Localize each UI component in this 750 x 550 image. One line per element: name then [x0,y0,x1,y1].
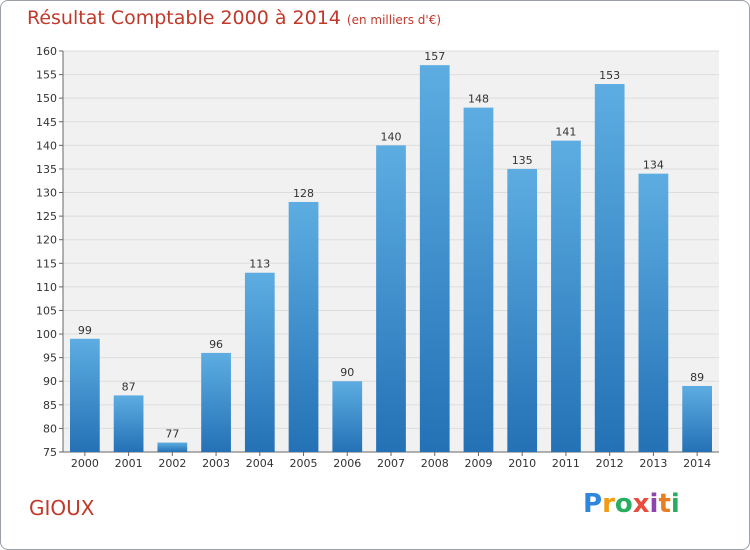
y-tick-label: 85 [43,399,57,412]
chart-subtitle: (en milliers d'€) [346,13,442,27]
x-tick-label: 2007 [377,457,405,470]
bar [682,385,713,452]
bar-value-label: 90 [340,366,354,379]
bar [332,381,363,452]
logo-letter: o [614,489,633,519]
bar-value-label: 140 [381,130,402,143]
bar-value-label: 89 [690,371,704,384]
x-tick-label: 2005 [290,457,318,470]
y-tick-label: 100 [36,328,57,341]
y-tick-label: 145 [36,116,57,129]
bar [376,145,406,452]
bar-value-label: 135 [512,154,533,167]
x-tick-label: 2014 [683,457,711,470]
bar-value-label: 157 [424,50,445,63]
bar [201,352,231,452]
logo-letter: P [583,489,603,519]
y-tick-label: 105 [36,304,57,317]
x-tick-label: 2011 [552,457,580,470]
bar-value-label: 153 [599,69,620,82]
logo-letter: r [602,489,615,519]
x-tick-label: 2013 [639,457,667,470]
bar-value-label: 141 [555,126,576,139]
bar [463,107,494,453]
x-tick-label: 2008 [421,457,449,470]
bar-value-label: 96 [209,338,223,351]
x-tick-label: 2012 [596,457,624,470]
bar [113,395,144,452]
y-tick-label: 155 [36,69,57,82]
bar [69,338,100,452]
x-tick-label: 2006 [333,457,361,470]
y-tick-label: 130 [36,187,57,200]
y-tick-label: 110 [36,281,57,294]
bar-value-label: 134 [643,159,664,172]
logo-letter: i [649,489,659,519]
proxiti-logo: Proxiti [583,489,680,519]
y-tick-label: 160 [36,45,57,58]
y-tick-label: 115 [36,257,57,270]
place-name: GIOUX [29,496,95,520]
bar [288,201,319,452]
x-tick-label: 2010 [508,457,536,470]
bar [244,272,275,452]
logo-letter: i [670,489,680,519]
x-tick-label: 2002 [158,457,186,470]
bar [419,65,450,452]
y-tick-label: 80 [43,422,57,435]
chart-title: Résultat Comptable 2000 à 2014 (en millie… [27,7,441,29]
x-tick-label: 2003 [202,457,230,470]
bar-value-label: 113 [249,258,270,271]
bar [551,140,581,452]
bar [157,442,188,452]
y-tick-label: 120 [36,234,57,247]
x-tick-label: 2004 [246,457,274,470]
logo-letter: t [658,489,671,519]
x-tick-label: 2009 [464,457,492,470]
bar [507,168,538,453]
bar-value-label: 77 [165,428,179,441]
bar-value-label: 148 [468,93,489,106]
x-tick-label: 2001 [115,457,143,470]
bar-value-label: 128 [293,187,314,200]
y-tick-label: 140 [36,139,57,152]
bar-value-label: 99 [78,324,92,337]
bar [594,84,625,452]
y-tick-label: 75 [43,446,57,459]
logo-letter: x [632,489,650,519]
y-tick-label: 135 [36,163,57,176]
y-tick-label: 95 [43,352,57,365]
bar-value-label: 87 [122,380,136,393]
bar [638,173,669,453]
y-tick-label: 150 [36,92,57,105]
y-tick-label: 90 [43,375,57,388]
y-tick-label: 125 [36,210,57,223]
x-tick-label: 2000 [71,457,99,470]
title-text: Résultat Comptable 2000 à 2014 [27,7,341,29]
